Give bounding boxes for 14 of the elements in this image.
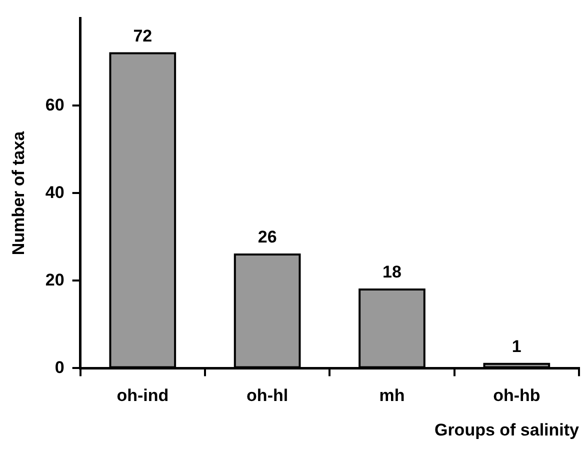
data-label: 18	[382, 262, 402, 282]
data-label: 1	[512, 337, 522, 356]
y-axis-title: Number of taxa	[8, 130, 28, 256]
x-tick-label: oh-hb	[493, 386, 540, 406]
x-tick-label: mh	[379, 386, 405, 406]
x-tick-label: oh-hl	[246, 386, 288, 406]
y-tick-label: 60	[45, 95, 64, 114]
y-tick-label: 40	[45, 182, 64, 202]
x-tick-label: oh-ind	[116, 386, 169, 406]
data-label: 72	[133, 26, 152, 46]
data-label: 26	[258, 228, 277, 247]
x-axis-title: Groups of salinity	[434, 420, 580, 440]
y-tick-label: 20	[45, 270, 64, 290]
y-tick-label: 0	[54, 358, 64, 377]
